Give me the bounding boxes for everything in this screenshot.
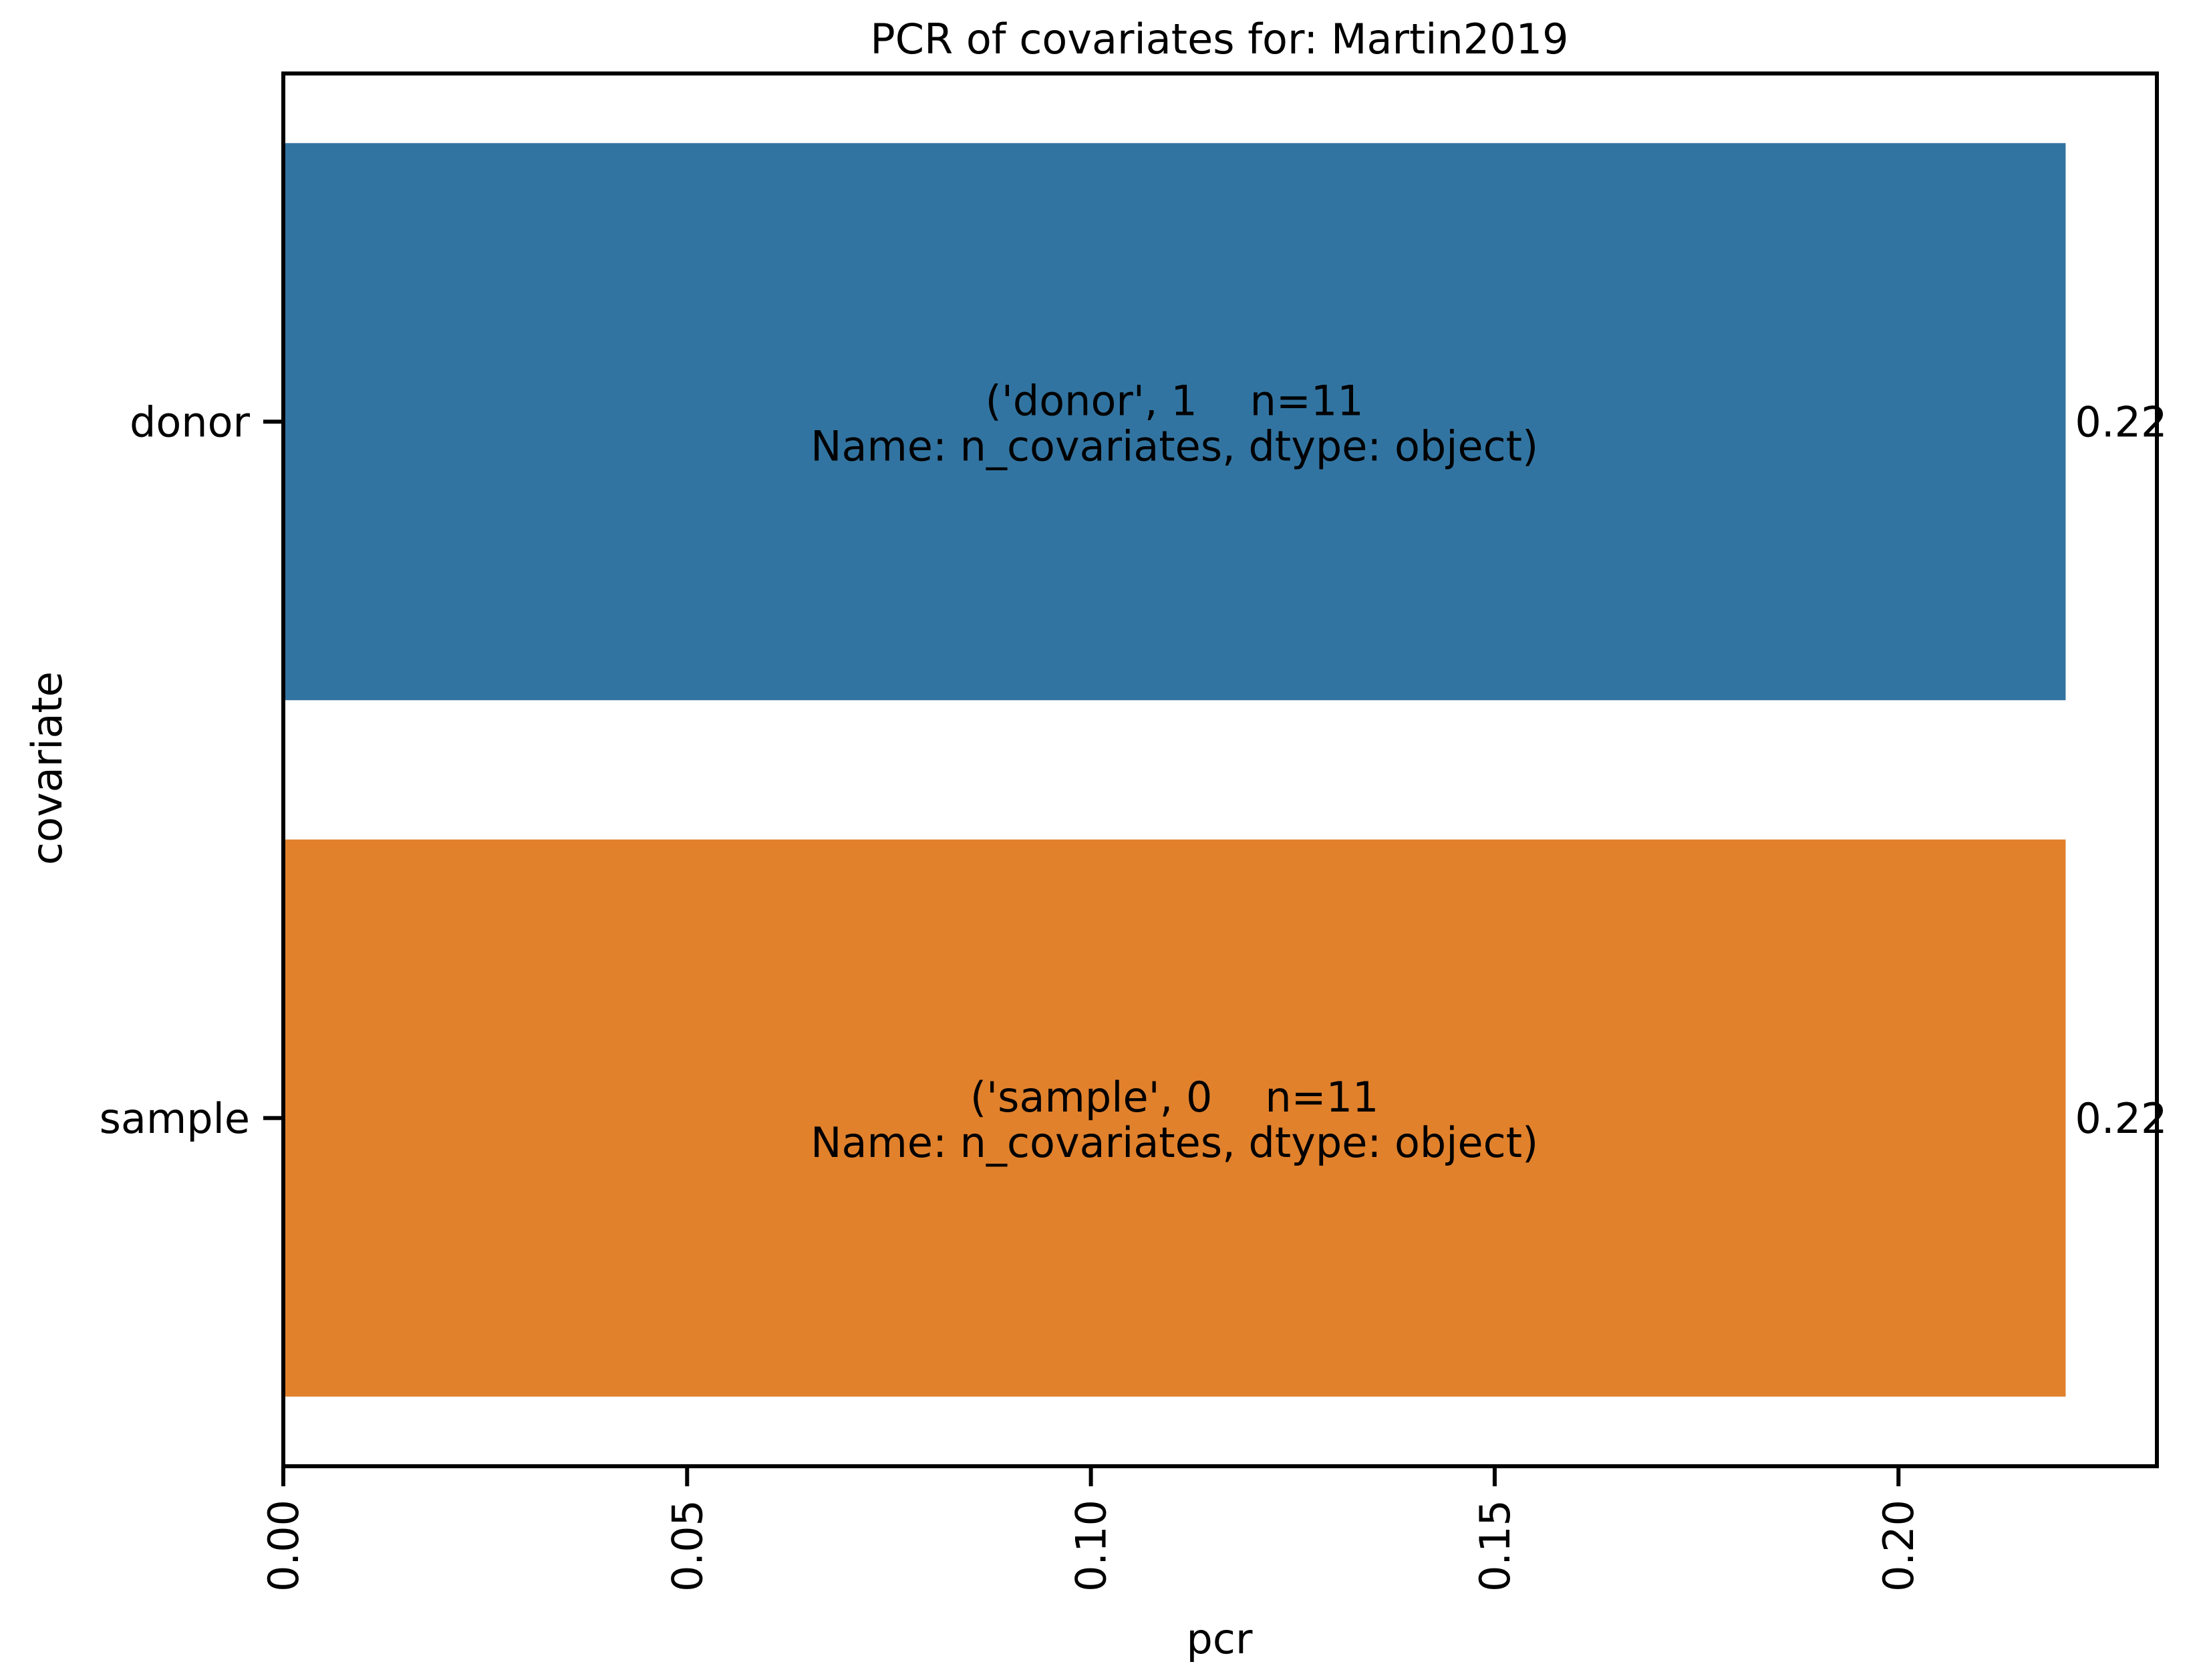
- chart-title: PCR of covariates for: Martin2019: [870, 15, 1568, 63]
- bar-donor: [283, 143, 2066, 701]
- x-tick-label-0.15: 0.15: [1471, 1500, 1519, 1592]
- bar-sample: [283, 839, 2066, 1397]
- x-tick-label-0.05: 0.05: [663, 1500, 712, 1592]
- bar-annotation-sample-line-1: ('sample', 0 n=11: [970, 1073, 1379, 1122]
- y-tick-label-donor: donor: [130, 397, 251, 446]
- y-axis-label: covariate: [23, 671, 71, 865]
- axes-layer: donor sample 0.00 0.05 0.10 0.15 0.20: [100, 71, 2159, 1592]
- x-tick-label-0.10: 0.10: [1067, 1500, 1116, 1592]
- value-label-donor: 0.22: [2075, 397, 2167, 446]
- x-tick-label-0.00: 0.00: [259, 1500, 308, 1592]
- x-axis-label: pcr: [1187, 1615, 1253, 1663]
- bar-annotation-donor-line-1: ('donor', 1 n=11: [986, 376, 1364, 425]
- bar-annotation-sample-line-2: Name: n_covariates, dtype: object): [811, 1118, 1538, 1167]
- y-tick-label-sample: sample: [100, 1094, 250, 1143]
- value-label-sample: 0.22: [2075, 1094, 2167, 1143]
- bars-layer: [283, 143, 2066, 1397]
- bar-annotation-donor-line-2: Name: n_covariates, dtype: object): [811, 422, 1538, 470]
- plot-frame: [281, 71, 2159, 1468]
- x-tick-label-0.20: 0.20: [1874, 1500, 1923, 1592]
